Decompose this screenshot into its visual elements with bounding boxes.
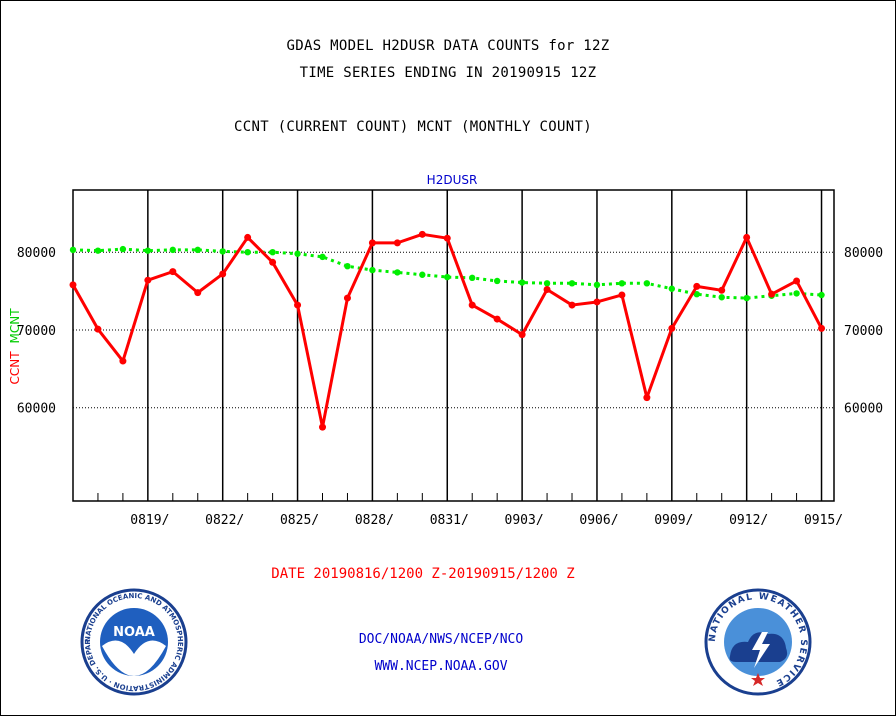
data-point-ccnt — [194, 289, 202, 297]
x-tick-label: 0906/ — [579, 513, 618, 528]
data-point-mcnt — [369, 266, 376, 274]
x-tick-label: 0912/ — [729, 513, 768, 528]
data-point-ccnt — [618, 291, 626, 299]
org-label[interactable]: DOC/NOAA/NWS/NCEP/NCO — [358, 632, 524, 647]
noaa-logo: NATIONAL OCEANIC AND ATMOSPHERIC ADMINIS… — [80, 588, 188, 696]
y-tick-label-left: 80000 — [17, 246, 56, 261]
data-point-mcnt — [169, 246, 177, 254]
y-tick-label-left: 60000 — [17, 402, 56, 417]
data-point-ccnt — [643, 394, 651, 402]
data-point-ccnt — [468, 301, 476, 309]
series-layer — [69, 230, 826, 431]
data-point-mcnt — [693, 290, 700, 298]
x-tick-label: 0831/ — [430, 513, 469, 528]
data-point-ccnt — [343, 294, 351, 302]
plot-area-frame — [72, 189, 835, 502]
data-point-ccnt — [518, 331, 526, 339]
data-point-ccnt — [269, 258, 277, 266]
data-point-mcnt — [144, 247, 152, 254]
data-point-ccnt — [169, 268, 177, 276]
line-chart: H2DUSR CCNT MCNT 0819/0822/0825/0828/083… — [8, 173, 883, 528]
chart-title-line2: TIME SERIES ENDING IN 20190915 12Z — [299, 65, 597, 81]
data-point-mcnt — [444, 273, 451, 281]
data-point-mcnt — [94, 247, 102, 254]
data-point-mcnt — [518, 279, 526, 286]
x-tick-label: 0903/ — [505, 513, 544, 528]
data-point-ccnt — [543, 286, 551, 294]
data-point-ccnt — [743, 233, 751, 241]
data-point-ccnt — [443, 234, 451, 242]
data-point-ccnt — [768, 290, 776, 298]
data-point-mcnt — [593, 281, 601, 289]
chart-subtitle: CCNT (CURRENT COUNT) MCNT (MONTHLY COUNT… — [234, 119, 592, 135]
data-point-ccnt — [244, 233, 252, 241]
y-axis-label-ccnt: CCNT — [8, 351, 22, 385]
date-range-label: DATE 20190816/1200 Z-20190915/1200 Z — [271, 566, 575, 582]
data-point-mcnt — [668, 285, 676, 292]
y-tick-label-right: 70000 — [844, 324, 883, 339]
data-point-mcnt — [69, 246, 77, 254]
data-point-ccnt — [119, 357, 127, 365]
svg-text:NOAA: NOAA — [113, 625, 155, 640]
axis-layer: 0819/0822/0825/0828/0831/0903/0906/0909/… — [17, 189, 883, 528]
data-point-mcnt — [419, 271, 426, 278]
data-point-mcnt — [194, 246, 201, 254]
data-point-mcnt — [568, 280, 576, 287]
data-point-mcnt — [394, 269, 401, 276]
data-point-mcnt — [743, 294, 750, 302]
data-point-ccnt — [418, 230, 426, 238]
x-tick-label: 0819/ — [130, 513, 169, 528]
data-point-mcnt — [543, 280, 551, 287]
data-point-ccnt — [593, 298, 601, 306]
data-point-ccnt — [219, 270, 227, 278]
x-tick-label: 0825/ — [280, 513, 319, 528]
data-point-ccnt — [69, 281, 77, 289]
data-point-ccnt — [319, 423, 327, 431]
data-point-ccnt — [693, 282, 701, 290]
data-point-mcnt — [219, 248, 226, 255]
data-point-ccnt — [368, 239, 376, 247]
data-point-mcnt — [469, 274, 476, 282]
x-tick-label: 0909/ — [654, 513, 693, 528]
data-point-ccnt — [818, 324, 826, 332]
y-tick-label-left: 70000 — [17, 324, 56, 339]
data-point-mcnt — [618, 280, 626, 287]
data-point-mcnt — [493, 277, 501, 285]
data-point-ccnt — [793, 277, 801, 285]
x-tick-label: 0822/ — [205, 513, 244, 528]
y-axis-label-mcnt: MCNT — [8, 308, 22, 344]
data-point-mcnt — [294, 250, 301, 257]
data-point-ccnt — [94, 325, 102, 333]
data-point-ccnt — [668, 324, 676, 332]
y-tick-label-right: 60000 — [844, 402, 883, 417]
data-point-mcnt — [643, 280, 651, 287]
data-point-ccnt — [393, 239, 401, 247]
data-point-ccnt — [718, 286, 726, 294]
data-point-ccnt — [493, 315, 501, 323]
data-point-mcnt — [319, 253, 326, 261]
data-point-mcnt — [244, 249, 251, 256]
data-point-ccnt — [568, 301, 576, 309]
data-point-mcnt — [269, 249, 276, 256]
x-tick-label: 0828/ — [355, 513, 394, 528]
data-point-mcnt — [818, 291, 825, 299]
plot-title: H2DUSR — [427, 173, 478, 187]
data-point-mcnt — [793, 290, 800, 297]
y-tick-label-right: 80000 — [844, 246, 883, 261]
grid-layer — [73, 190, 834, 501]
website-link[interactable]: WWW.NCEP.NOAA.GOV — [374, 659, 508, 674]
data-point-mcnt — [718, 294, 725, 301]
nws-logo: NATIONAL WEATHER SERVICE — [704, 588, 812, 696]
data-point-mcnt — [344, 262, 351, 270]
x-tick-label: 0915/ — [804, 513, 843, 528]
data-point-mcnt — [119, 245, 127, 253]
data-point-ccnt — [294, 301, 302, 309]
data-point-ccnt — [144, 276, 152, 284]
chart-title-line1: GDAS MODEL H2DUSR DATA COUNTS for 12Z — [286, 38, 610, 54]
